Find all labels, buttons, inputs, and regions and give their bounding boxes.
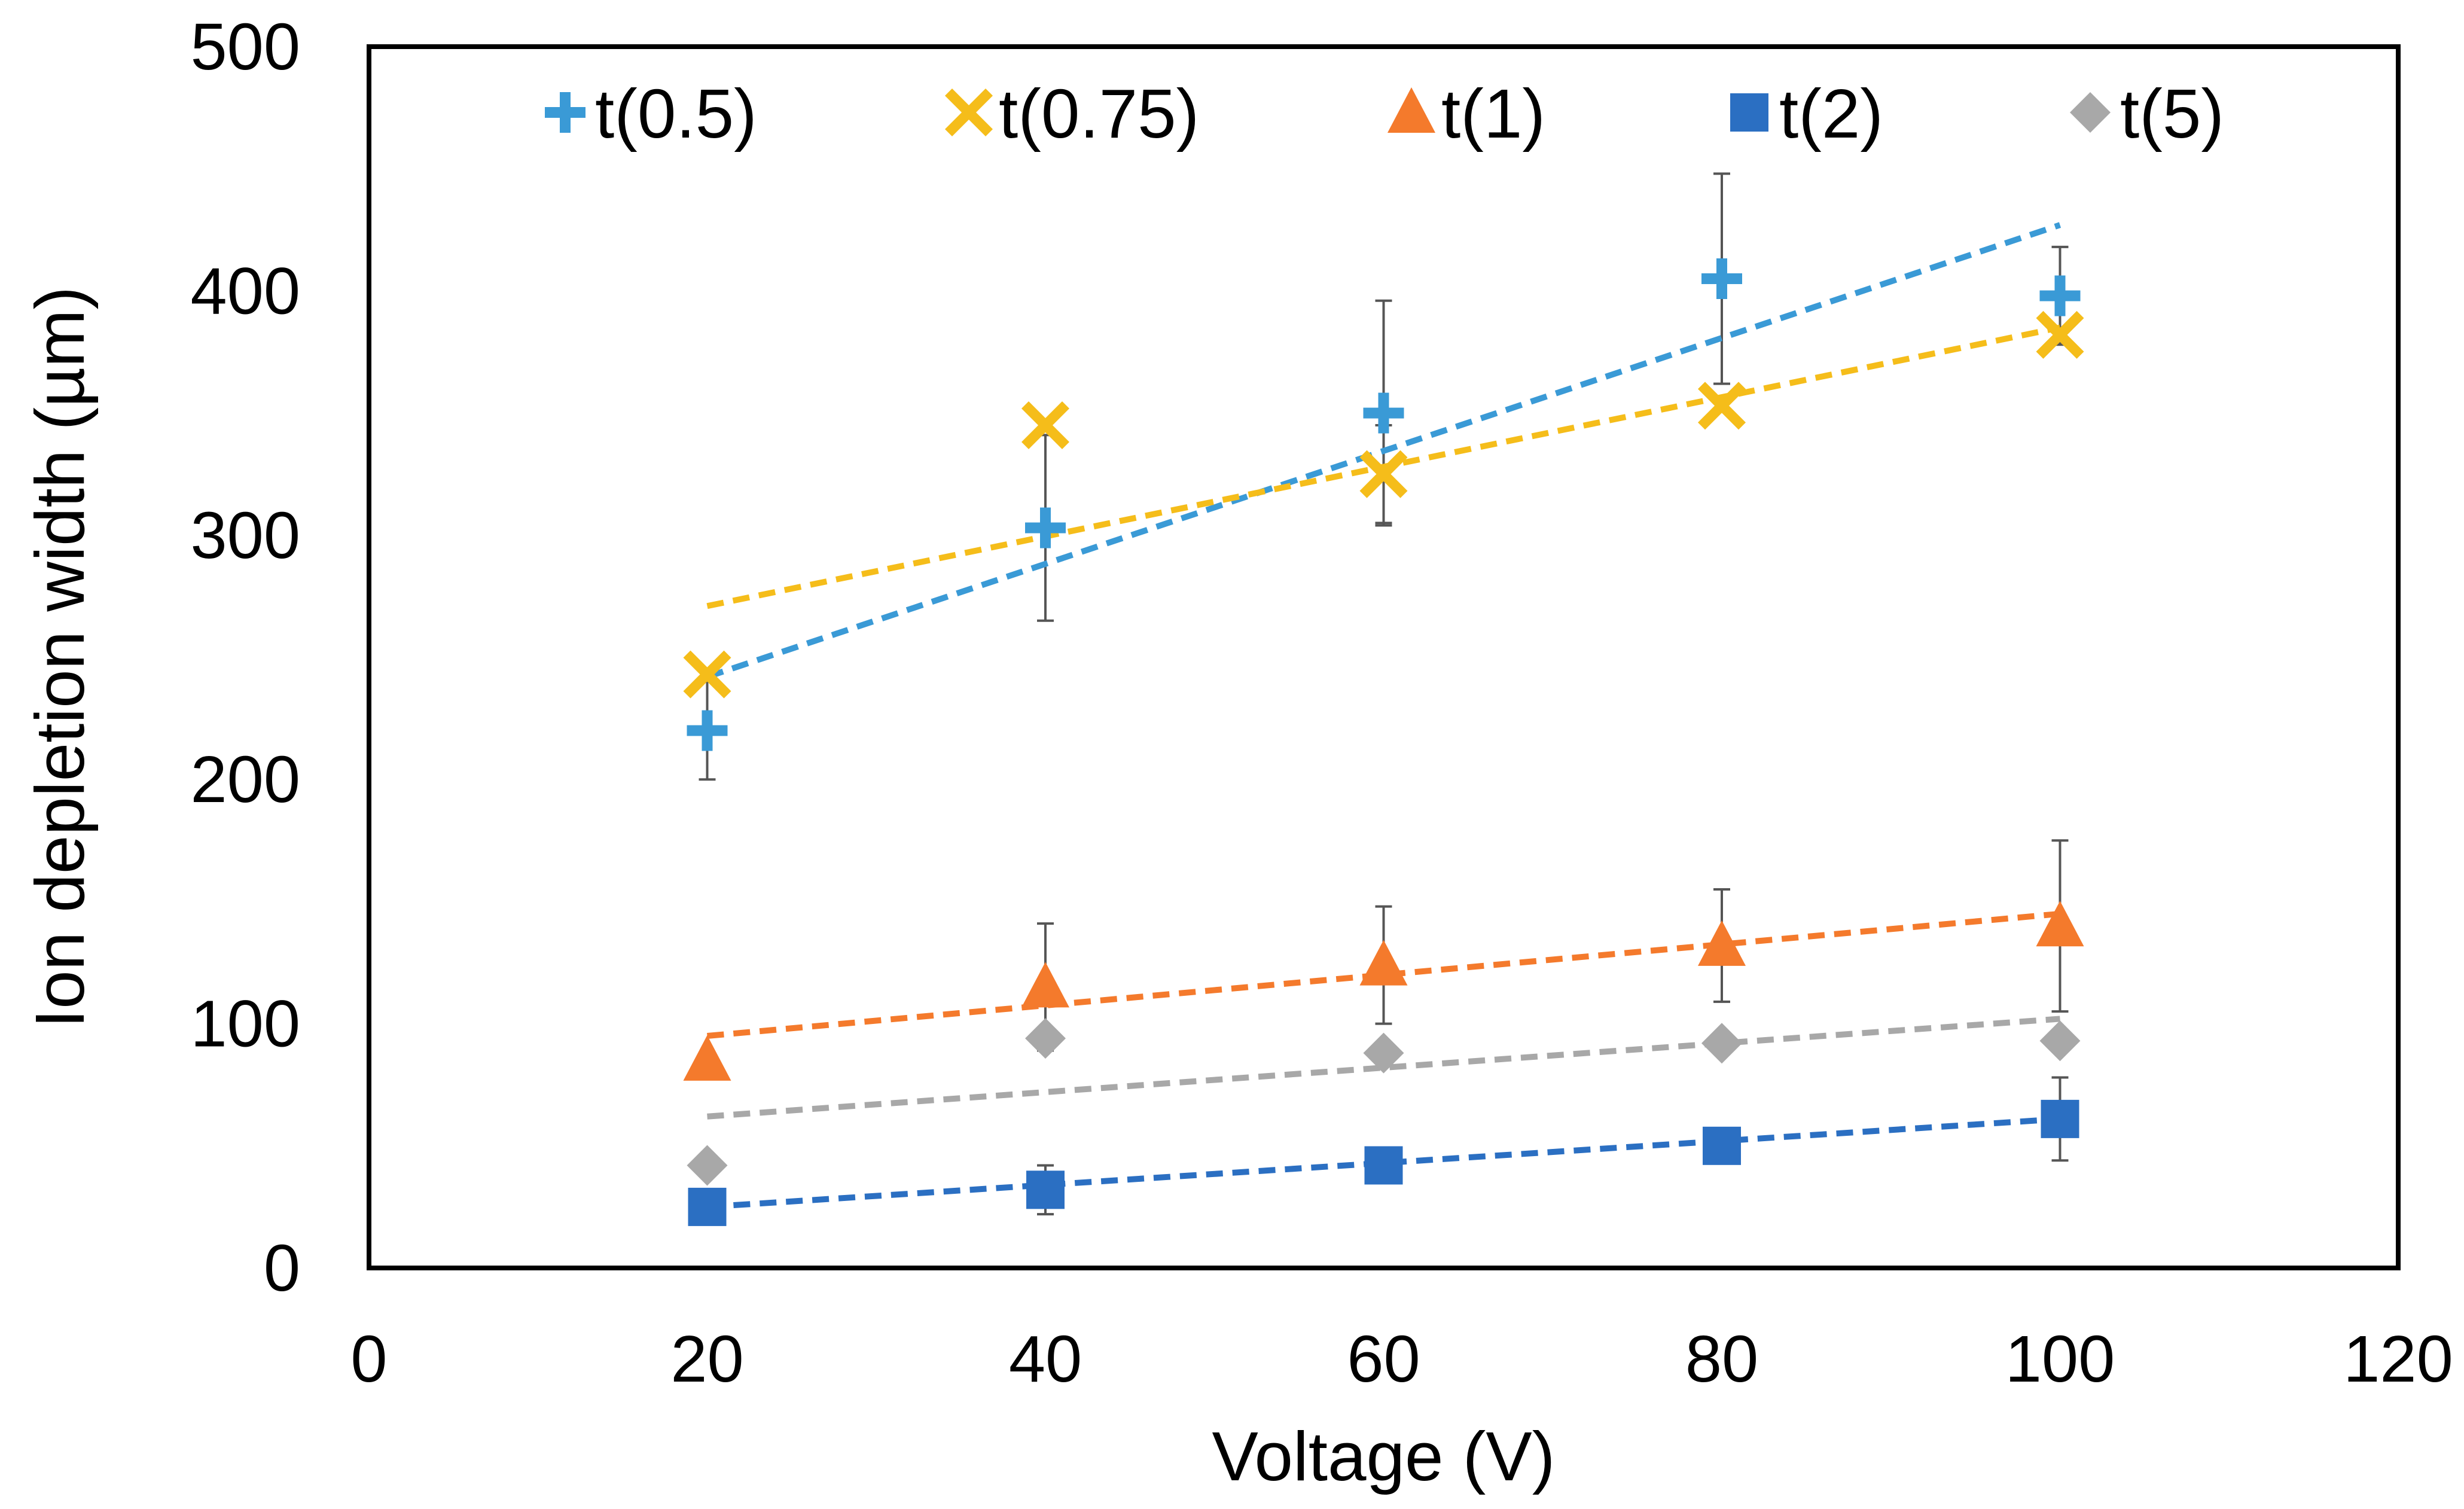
legend-label-t-0-75: t(0.75) xyxy=(999,75,1199,153)
trendline-t-0-75 xyxy=(706,324,2061,609)
point-t-1-40 xyxy=(1021,962,1069,1008)
y-tick-label-200: 200 xyxy=(190,743,300,816)
point-t-0-5-80 xyxy=(1701,258,1742,299)
legend: t(0.5) t(0.75) t(1) t(2) t(5) xyxy=(545,75,2224,153)
legend-entry-t-1: t(1) xyxy=(1387,75,1545,153)
point-t-0-5-20 xyxy=(687,710,728,751)
legend-marker-t-1 xyxy=(1387,87,1435,133)
point-t-1-100 xyxy=(2036,901,2084,947)
point-t-2-80 xyxy=(1703,1126,1741,1165)
point-t-1-80 xyxy=(1698,920,1746,966)
y-tick-label-300: 300 xyxy=(190,499,300,572)
trendlines xyxy=(706,222,2062,1210)
legend-marker-t-0-75 xyxy=(944,88,993,137)
y-tick-label-500: 500 xyxy=(190,10,300,84)
point-t-0-75-100 xyxy=(2036,310,2084,359)
point-t-0-75-80 xyxy=(1697,382,1746,430)
plot-area-frame xyxy=(367,44,2401,1270)
x-tick-label-60: 60 xyxy=(1347,1322,1420,1396)
x-tick-label-120: 120 xyxy=(2343,1322,2453,1396)
x-tick-label-20: 20 xyxy=(670,1322,743,1396)
legend-label-t-0-5: t(0.5) xyxy=(595,75,757,153)
point-t-2-20 xyxy=(688,1187,727,1226)
point-t-5-60 xyxy=(1363,1032,1404,1074)
point-t-5-20 xyxy=(687,1145,728,1186)
y-tick-label-0: 0 xyxy=(264,1231,300,1305)
point-t-2-40 xyxy=(1026,1170,1065,1209)
legend-label-t-5: t(5) xyxy=(2120,75,2224,153)
trendline-t-0-5 xyxy=(706,222,2062,680)
x-tick-label-0: 0 xyxy=(350,1322,387,1396)
legend-label-t-1: t(1) xyxy=(1441,75,1545,153)
y-axis-title: Ion depletion width (µm) xyxy=(21,286,99,1028)
legend-entry-t-5: t(5) xyxy=(2070,75,2224,153)
legend-entry-t-2: t(2) xyxy=(1730,75,1883,153)
trendline-t-2 xyxy=(707,1115,2060,1210)
point-t-2-100 xyxy=(2041,1099,2079,1138)
legend-entry-t-0-75: t(0.75) xyxy=(944,75,1199,153)
x-tick-label-40: 40 xyxy=(1009,1322,1082,1396)
trendline-t-5 xyxy=(707,1016,2060,1120)
point-t-0-75-40 xyxy=(1021,401,1070,450)
point-t-0-5-60 xyxy=(1363,392,1404,434)
point-t-0-75-20 xyxy=(683,650,731,699)
point-t-0-5-100 xyxy=(2039,275,2081,316)
trendline-t-1 xyxy=(707,910,2060,1039)
tick-labels: 0 20 40 60 80 100 120 0 100 200 300 400 500 xyxy=(190,10,2453,1396)
point-t-5-40 xyxy=(1025,1018,1066,1059)
data-markers xyxy=(683,258,2084,1226)
point-t-1-20 xyxy=(683,1035,731,1081)
point-t-0-5-40 xyxy=(1025,507,1066,548)
legend-label-t-2: t(2) xyxy=(1779,75,1883,153)
x-tick-label-100: 100 xyxy=(2005,1322,2115,1396)
y-tick-label-400: 400 xyxy=(190,254,300,328)
legend-marker-t-2 xyxy=(1730,93,1768,132)
y-tick-label-100: 100 xyxy=(190,987,300,1061)
point-t-5-100 xyxy=(2039,1020,2081,1062)
x-axis-title: Voltage (V) xyxy=(1212,1417,1556,1495)
point-t-0-75-60 xyxy=(1359,450,1408,498)
point-t-2-60 xyxy=(1364,1146,1403,1185)
point-t-1-60 xyxy=(1359,940,1408,986)
point-t-5-80 xyxy=(1701,1023,1742,1064)
legend-marker-t-5 xyxy=(2070,92,2111,133)
legend-entry-t-0-5: t(0.5) xyxy=(545,75,757,153)
legend-marker-t-0-5 xyxy=(545,92,585,133)
x-tick-label-80: 80 xyxy=(1685,1322,1758,1396)
